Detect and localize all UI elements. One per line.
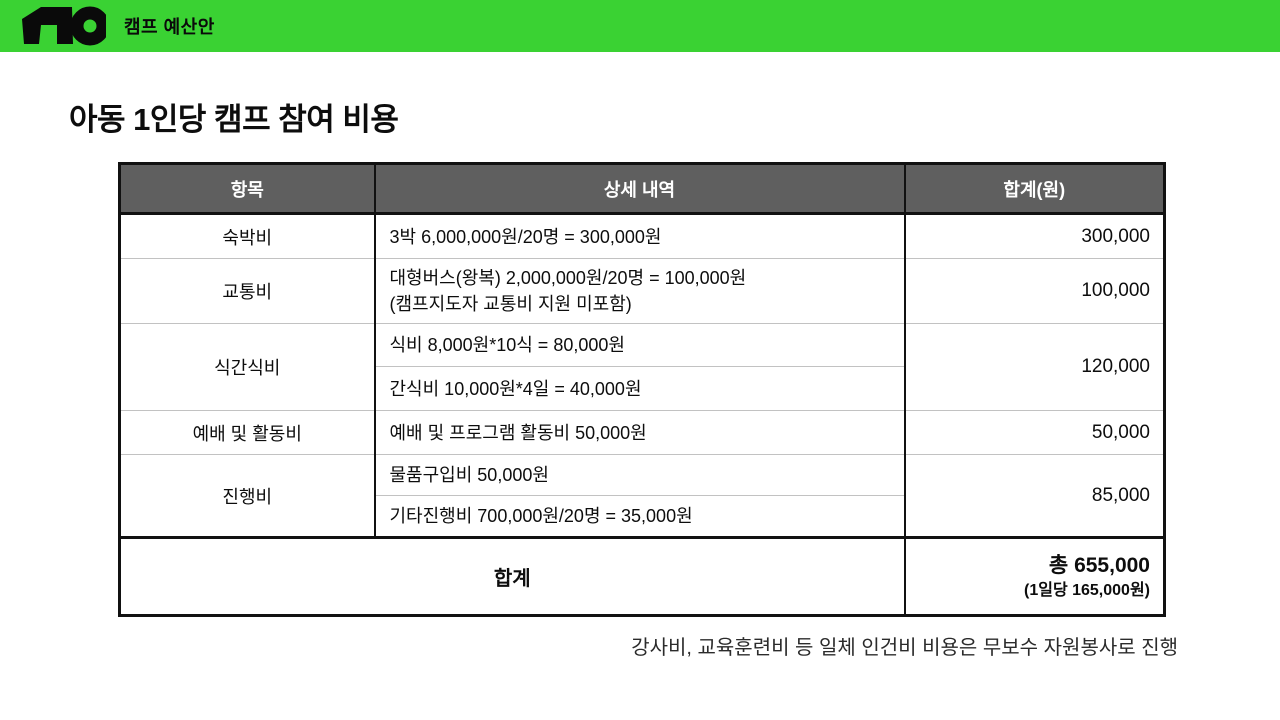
detail-cell: 대형버스(왕복) 2,000,000원/20명 = 100,000원 (캠프지도…	[374, 258, 905, 324]
item-cell: 식간식비	[119, 323, 376, 411]
table-subrow: 기타진행비 700,000원/20명 = 35,000원	[120, 495, 1165, 538]
detail-cell: 간식비 10,000원*4일 = 40,000원	[374, 366, 905, 411]
detail-cell: 식비 8,000원*10식 = 80,000원	[374, 323, 905, 367]
page-title: 아동 1인당 캠프 참여 비용	[69, 102, 399, 137]
table-total-row: 합계 총 655,000 (1일당 165,000원)	[119, 536, 1165, 616]
topbar-title: 캠프 예산안	[124, 17, 215, 37]
table-row: 숙박비 3박 6,000,000원/20명 = 300,000원 300,000	[119, 213, 1165, 259]
detail-line: 대형버스(왕복) 2,000,000원/20명 = 100,000원	[389, 268, 747, 288]
total-cell: 120,000	[903, 323, 1165, 411]
total-cell: 100,000	[903, 258, 1165, 324]
grand-total-label: 합계	[119, 536, 905, 616]
detail-line: (캠프지도자 교통비 지원 미포함)	[389, 294, 632, 314]
col-header-details: 상세 내역	[373, 162, 906, 215]
total-cell: 85,000	[903, 454, 1165, 538]
col-header-item: 항목	[118, 162, 376, 215]
grand-total-main: 총 655,000	[1048, 553, 1150, 577]
detail-cell: 물품구입비 50,000원	[374, 454, 905, 496]
grand-total-sub: (1일당 165,000원)	[1024, 581, 1150, 599]
item-cell: 예배 및 활동비	[119, 410, 376, 455]
table-row: 식간식비 식비 8,000원*10식 = 80,000원 120,000	[119, 323, 1165, 411]
table-header-row: 항목 상세 내역 합계(원)	[118, 162, 1166, 215]
detail-cell: 기타진행비 700,000원/20명 = 35,000원	[374, 495, 905, 538]
table-row: 진행비 물품구입비 50,000원 85,000	[119, 454, 1165, 538]
table-subrow: 간식비 10,000원*4일 = 40,000원	[120, 366, 1165, 411]
total-cell: 50,000	[903, 410, 1165, 455]
item-cell: 진행비	[119, 454, 376, 538]
total-cell: 300,000	[903, 213, 1165, 259]
item-cell: 숙박비	[119, 213, 376, 259]
table-row: 예배 및 활동비 예배 및 프로그램 활동비 50,000원 50,000	[119, 410, 1165, 455]
grand-total-cell: 총 655,000 (1일당 165,000원)	[903, 536, 1165, 616]
detail-cell: 예배 및 프로그램 활동비 50,000원	[374, 410, 905, 455]
detail-cell: 3박 6,000,000원/20명 = 300,000원	[374, 213, 905, 259]
topbar: 캠프 예산안	[0, 0, 1280, 52]
budget-table: 항목 상세 내역 합계(원) 숙박비 3박 6,000,000원/20명 = 3…	[118, 162, 1166, 617]
footnote: 강사비, 교육훈련비 등 일체 인건비 비용은 무보수 자원봉사로 진행	[631, 637, 1178, 659]
col-header-total: 합계(원)	[903, 162, 1166, 215]
item-cell: 교통비	[119, 258, 376, 324]
logo-icon	[22, 6, 106, 46]
table-row: 교통비 대형버스(왕복) 2,000,000원/20명 = 100,000원 (…	[119, 258, 1165, 324]
